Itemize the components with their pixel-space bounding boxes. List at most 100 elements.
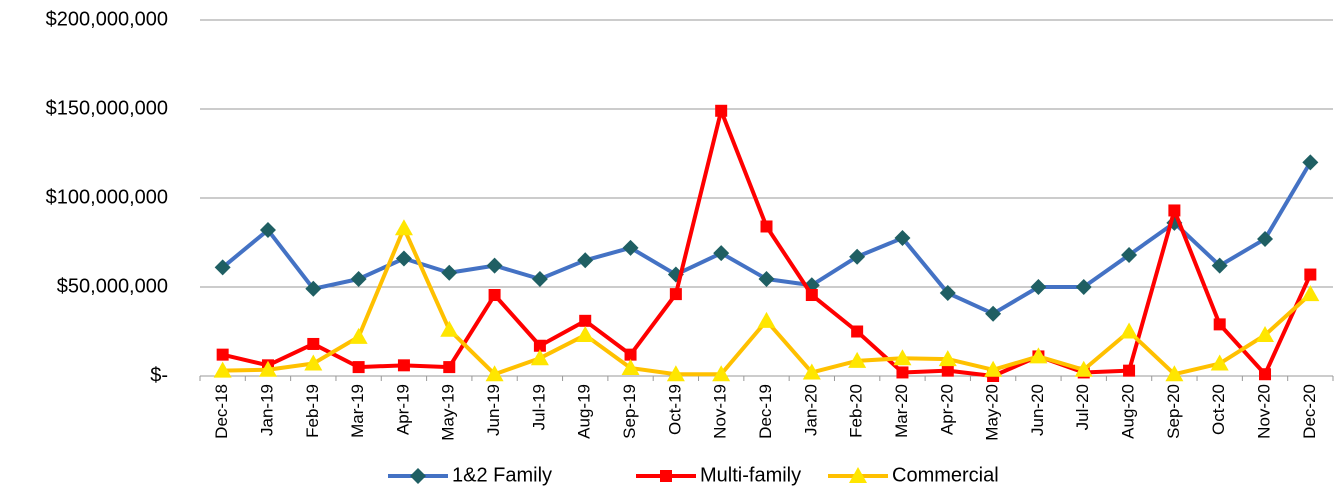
data-point [258,360,277,377]
data-point [669,288,682,301]
x-tick-label: Jan-19 [257,384,276,436]
data-point [1075,279,1092,295]
data-point [488,289,501,302]
legend-marker [660,470,672,482]
data-point [1302,154,1319,171]
data-point [941,364,954,377]
y-tick-label: $50,000,000 [57,275,168,297]
data-point [577,252,594,269]
data-point [894,230,911,247]
series-line [221,161,1313,316]
data-point [666,365,685,382]
data-point [1030,279,1047,295]
x-tick-label: Nov-19 [711,384,730,439]
data-point [621,358,640,375]
data-point [1168,204,1181,217]
x-tick-label: Jun-20 [1028,384,1047,436]
data-point [530,349,549,366]
data-point [984,360,1003,377]
data-point [216,348,229,361]
legend-label: Commercial [892,464,999,486]
data-point [758,270,775,287]
x-tick-label: Sep-20 [1164,384,1183,439]
data-point [259,222,276,239]
data-point [304,354,323,371]
data-point [1259,368,1272,381]
x-tick-label: Aug-20 [1119,384,1138,439]
x-tick-label: May-20 [983,384,1002,441]
x-tick-label: Aug-19 [575,384,594,439]
legend-label: 1&2 Family [452,464,552,486]
legend-label: Multi-family [700,464,801,486]
data-point [486,257,503,274]
data-point [1120,322,1139,339]
data-point [1211,257,1228,274]
x-tick-label: Mar-19 [348,384,367,438]
data-point [848,351,867,368]
x-tick-label: Sep-19 [620,384,639,439]
x-tick-label: Dec-18 [212,384,231,439]
data-point [441,264,458,281]
data-point [939,285,956,302]
x-tick-label: Dec-19 [756,384,775,439]
data-point [893,349,912,366]
data-point [624,348,637,361]
data-point [350,270,367,287]
x-tick-label: Oct-20 [1209,384,1228,435]
data-point [395,250,412,267]
data-point [851,325,864,338]
data-point [712,365,731,382]
data-point [1165,365,1184,382]
x-tick-label: Jun-19 [484,384,503,436]
data-point [1210,354,1229,371]
data-point [985,305,1002,322]
data-point [307,337,320,350]
data-point [394,219,413,236]
data-point [440,320,459,337]
data-point [757,311,776,328]
data-point [1121,246,1138,263]
y-tick-label: $- [150,364,168,386]
legend-marker [410,468,426,484]
data-point [1257,230,1274,247]
x-tick-label: Feb-20 [847,384,866,438]
data-point [802,363,821,380]
data-point [1074,360,1093,377]
data-point [1304,268,1317,281]
y-tick-label: $150,000,000 [46,97,168,119]
data-point [760,220,773,233]
data-point [1301,285,1320,302]
data-point [849,248,866,265]
x-tick-label: Apr-19 [393,384,412,435]
x-tick-label: Jan-20 [801,384,820,436]
data-point [715,104,728,117]
data-point [533,339,546,352]
data-point [214,259,231,276]
data-point [938,350,957,367]
data-point [1256,326,1275,343]
x-tick-label: Jul-19 [529,384,548,430]
data-point [305,280,322,297]
x-tick-label: Nov-20 [1255,384,1274,439]
data-point [576,326,595,343]
x-tick-label: Dec-20 [1300,384,1319,439]
data-point [713,245,730,262]
data-point [579,314,592,327]
data-point [352,361,365,374]
data-point [805,289,818,302]
data-point [443,361,456,374]
data-point [349,327,368,344]
x-tick-label: Feb-19 [303,384,322,438]
data-point [1213,318,1226,331]
y-tick-label: $100,000,000 [46,186,168,208]
data-point [531,270,548,287]
data-point [622,239,639,256]
data-point [896,366,909,379]
x-tick-label: Oct-19 [665,384,684,435]
data-point [1029,347,1048,364]
data-point [213,361,232,378]
x-tick-label: Apr-20 [937,384,956,435]
y-tick-label: $200,000,000 [46,8,168,30]
data-point [485,365,504,382]
